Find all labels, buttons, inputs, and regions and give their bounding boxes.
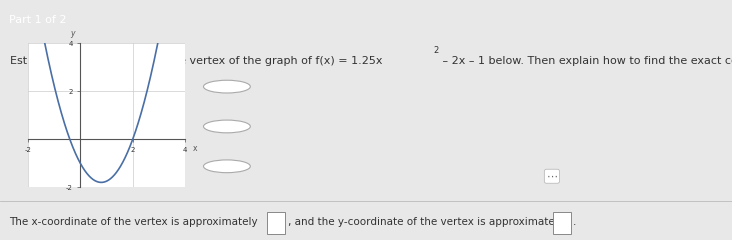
Text: 2: 2 — [433, 46, 438, 55]
Text: ⊕: ⊕ — [222, 80, 232, 93]
Text: , and the y-coordinate of the vertex is approximately: , and the y-coordinate of the vertex is … — [288, 217, 567, 227]
Circle shape — [203, 160, 250, 173]
Text: ⊖: ⊖ — [222, 120, 232, 133]
Circle shape — [203, 120, 250, 133]
Text: – 2x – 1 below. Then explain how to find the exact coordinate.: – 2x – 1 below. Then explain how to find… — [439, 56, 732, 66]
Text: ⋯: ⋯ — [546, 171, 558, 181]
Text: .: . — [573, 217, 577, 227]
Text: Estimate the coordinates of the vertex of the graph of f(x) = 1.25x: Estimate the coordinates of the vertex o… — [10, 56, 382, 66]
Text: The x-coordinate of the vertex is approximately: The x-coordinate of the vertex is approx… — [10, 217, 261, 227]
Text: Part 1 of 2: Part 1 of 2 — [9, 15, 67, 24]
Circle shape — [203, 80, 250, 93]
FancyBboxPatch shape — [553, 212, 571, 234]
Text: ↗: ↗ — [223, 161, 231, 171]
Text: y: y — [70, 29, 75, 38]
FancyBboxPatch shape — [267, 212, 285, 234]
Text: x: x — [193, 144, 198, 153]
